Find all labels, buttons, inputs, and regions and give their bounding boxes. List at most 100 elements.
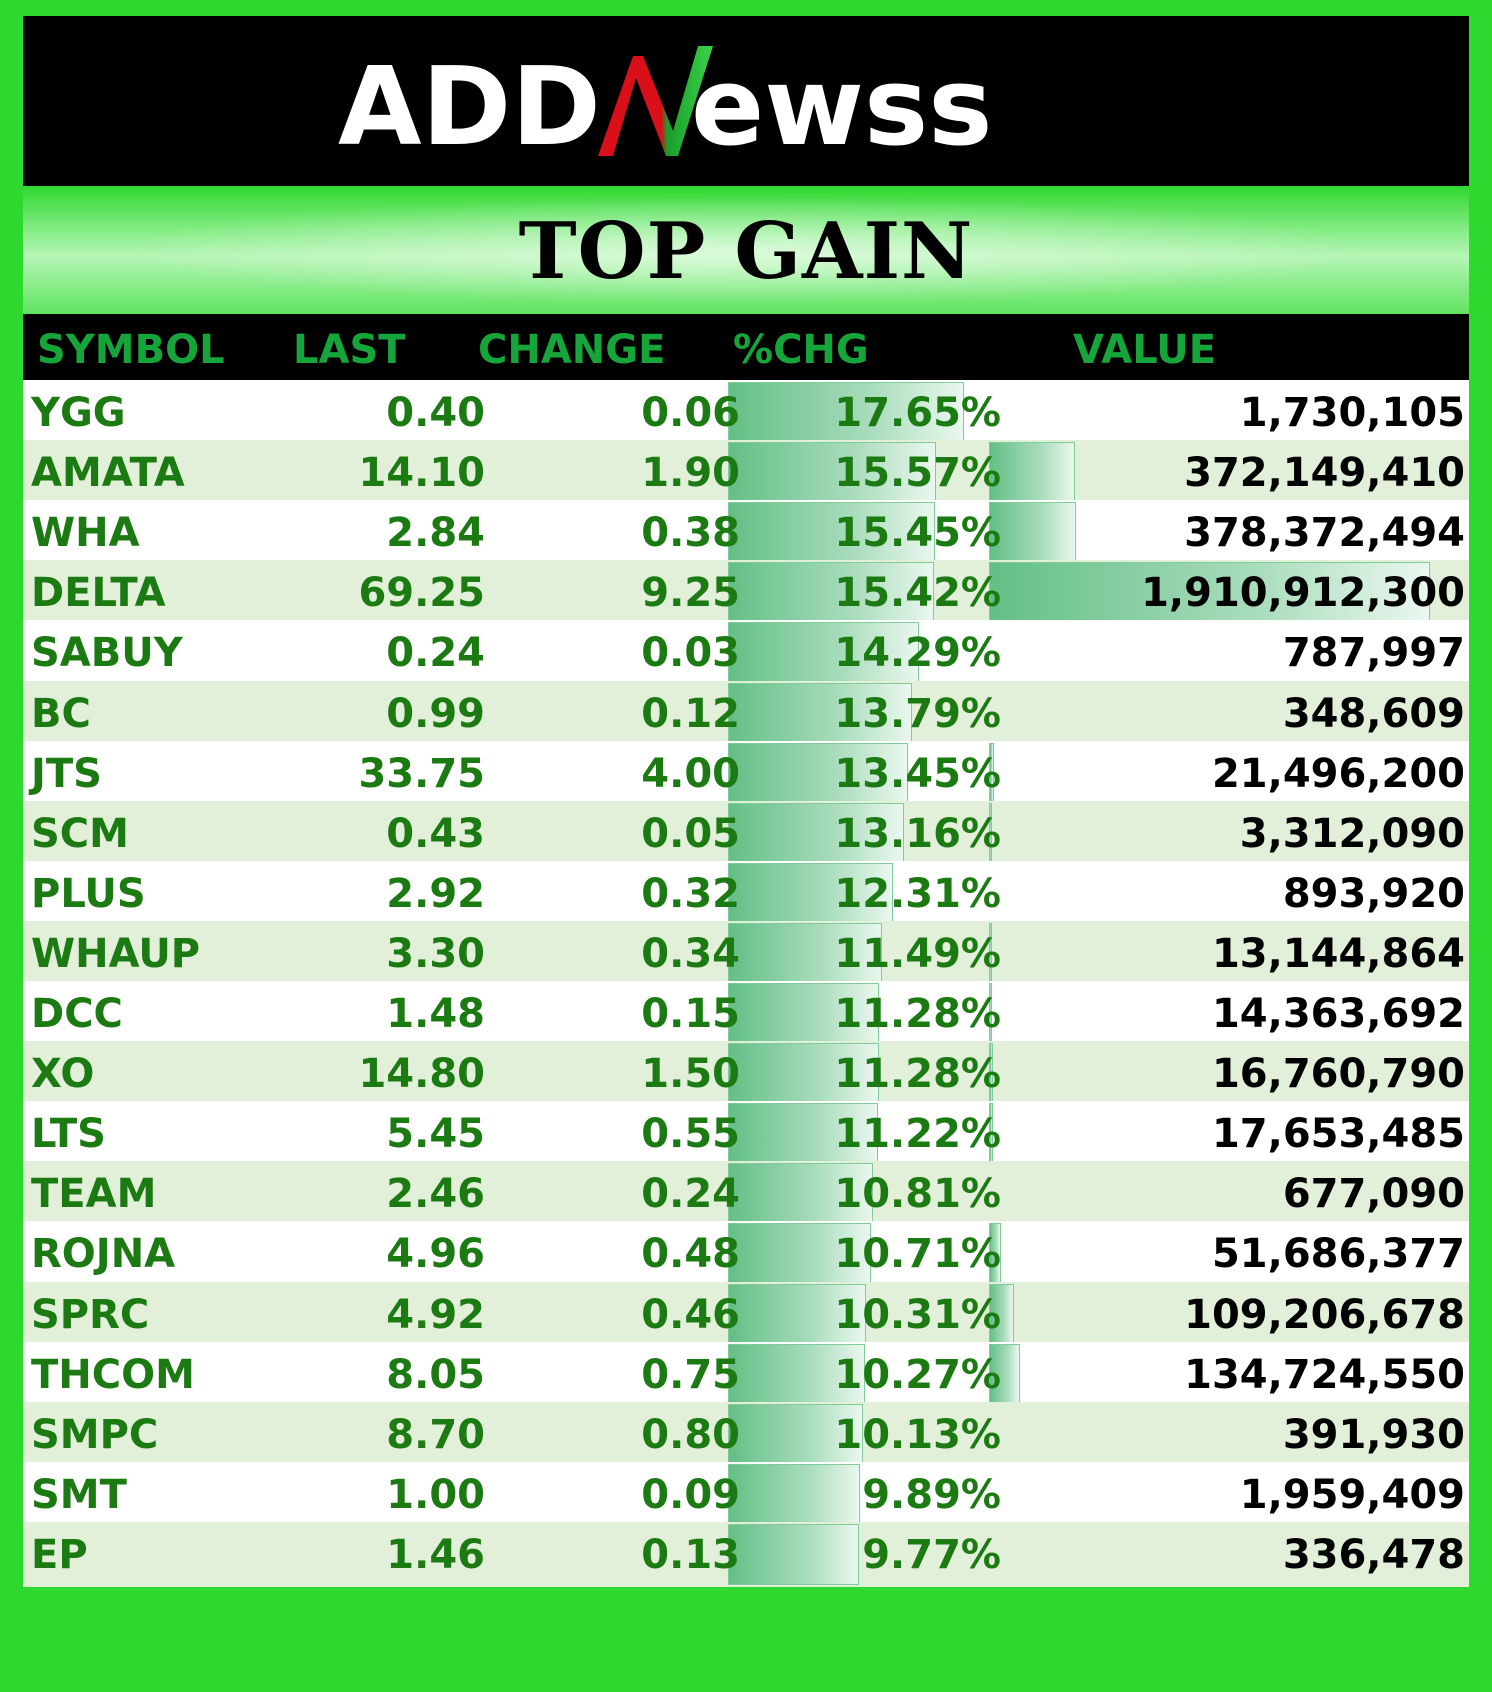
table-row: SCM 0.43 0.05 13.16% 3,312,090 [23,800,1469,866]
value-cell: 787,997 [1282,630,1465,677]
symbol-cell: EP [31,1531,88,1578]
pct-change-cell: 10.27% [834,1351,1001,1398]
logo-prefix: ADD [338,45,601,170]
symbol-cell: BC [31,690,91,737]
table-row: THCOM 8.05 0.75 10.27% 134,724,550 [23,1341,1469,1407]
pct-change-cell: 11.28% [834,1051,1001,1098]
last-price-cell: 1.46 [386,1531,485,1578]
pct-change-cell: 11.28% [834,991,1001,1037]
change-cell: 0.06 [641,390,740,436]
symbol-cell: SPRC [31,1291,150,1338]
last-price-cell: 33.75 [358,750,485,797]
pct-change-bar [728,1403,863,1465]
change-cell: 0.46 [641,1291,740,1338]
pct-change-cell: 15.57% [834,450,1001,497]
change-cell: 0.55 [641,1111,740,1158]
last-price-cell: 69.25 [358,570,485,617]
change-cell: 4.00 [641,750,740,797]
last-price-cell: 2.84 [386,510,485,557]
last-price-cell: 2.92 [386,870,485,917]
symbol-cell: JTS [31,750,102,797]
table-header: SYMBOL LAST CHANGE %CHG VALUE [23,314,1469,380]
pct-change-bar [728,1163,873,1225]
last-price-cell: 4.96 [386,1231,485,1278]
pct-change-bar [728,382,964,443]
table-row: WHA 2.84 0.38 15.45% 378,372,494 [23,500,1469,566]
value-bar [989,442,1075,504]
title-bar: TOP GAIN [23,186,1469,314]
value-cell: 16,760,790 [1211,1051,1465,1098]
change-cell: 0.32 [641,870,740,917]
value-bar [989,1343,1020,1405]
last-price-cell: 0.43 [386,810,485,857]
value-cell: 51,686,377 [1211,1231,1465,1278]
change-cell: 0.34 [641,930,740,977]
value-cell: 336,478 [1282,1531,1465,1578]
table-row: SABUY 0.24 0.03 14.29% 787,997 [23,620,1469,686]
value-cell: 378,372,494 [1184,510,1465,557]
table-row: ROJNA 4.96 0.48 10.71% 51,686,377 [23,1221,1469,1287]
pct-change-cell: 15.45% [834,510,1001,557]
last-price-cell: 0.99 [386,690,485,737]
pct-change-cell: 10.71% [834,1231,1001,1278]
pct-change-bar [728,1283,866,1345]
pct-change-bar [728,1043,879,1105]
logo-n-mark-icon [598,46,713,156]
pct-change-cell: 9.77% [862,1531,1001,1578]
pct-change-bar [728,1343,865,1405]
pct-change-cell: 11.22% [834,1111,1001,1158]
change-cell: 0.24 [641,1171,740,1218]
table-row: WHAUP 3.30 0.34 11.49% 13,144,864 [23,920,1469,986]
change-cell: 0.15 [641,991,740,1037]
last-price-cell: 5.45 [386,1111,485,1158]
pct-change-cell: 11.49% [834,930,1001,977]
table-row: DELTA 69.25 9.25 15.42% 1,910,912,300 [23,560,1469,626]
symbol-cell: YGG [31,390,126,436]
table-row: PLUS 2.92 0.32 12.31% 893,920 [23,860,1469,926]
symbol-cell: DELTA [31,570,166,617]
column-header-change: CHANGE [478,327,666,373]
value-cell: 17,653,485 [1211,1111,1465,1158]
pct-change-cell: 13.45% [834,750,1001,797]
logo-suffix: ewss [691,45,993,170]
symbol-cell: AMATA [31,450,185,497]
value-cell: 1,730,105 [1239,390,1465,436]
symbol-cell: SCM [31,810,129,857]
value-cell: 391,930 [1282,1411,1465,1458]
pct-change-cell: 10.81% [834,1171,1001,1218]
symbol-cell: WHA [31,510,140,557]
value-cell: 3,312,090 [1239,810,1465,857]
table-row: BC 0.99 0.12 13.79% 348,609 [23,680,1469,746]
value-cell: 134,724,550 [1184,1351,1465,1398]
pct-change-bar [728,1103,878,1165]
logo-bar: ADD ewss [23,16,1469,186]
last-price-cell: 0.24 [386,630,485,677]
symbol-cell: SMPC [31,1411,159,1458]
value-cell: 109,206,678 [1184,1291,1465,1338]
top-gain-panel: ADD ewss TOP GAIN SYMBOL LAST CHANGE %CH… [23,16,1469,1660]
last-price-cell: 2.46 [386,1171,485,1218]
table-row: DCC 1.48 0.15 11.28% 14,363,692 [23,981,1469,1046]
symbol-cell: PLUS [31,870,146,917]
table-row: XO 14.80 1.50 11.28% 16,760,790 [23,1041,1469,1107]
pct-change-bar [728,983,879,1044]
value-cell: 1,910,912,300 [1141,570,1465,617]
pct-change-bar [728,802,904,864]
table-row: EP 1.46 0.13 9.77% 336,478 [23,1521,1469,1587]
last-price-cell: 14.80 [358,1051,485,1098]
pct-change-cell: 15.42% [834,570,1001,617]
value-cell: 13,144,864 [1211,930,1465,977]
value-cell: 372,149,410 [1184,450,1465,497]
symbol-cell: LTS [31,1111,106,1158]
change-cell: 0.80 [641,1411,740,1458]
pct-change-bar [728,682,912,744]
value-cell: 348,609 [1282,690,1465,737]
last-price-cell: 0.40 [386,390,485,436]
change-cell: 0.48 [641,1231,740,1278]
last-price-cell: 8.70 [386,1411,485,1458]
change-cell: 0.13 [641,1531,740,1578]
pct-change-bar [728,1223,871,1285]
value-cell: 14,363,692 [1211,991,1465,1037]
pct-change-bar [728,622,919,684]
value-cell: 21,496,200 [1211,750,1465,797]
